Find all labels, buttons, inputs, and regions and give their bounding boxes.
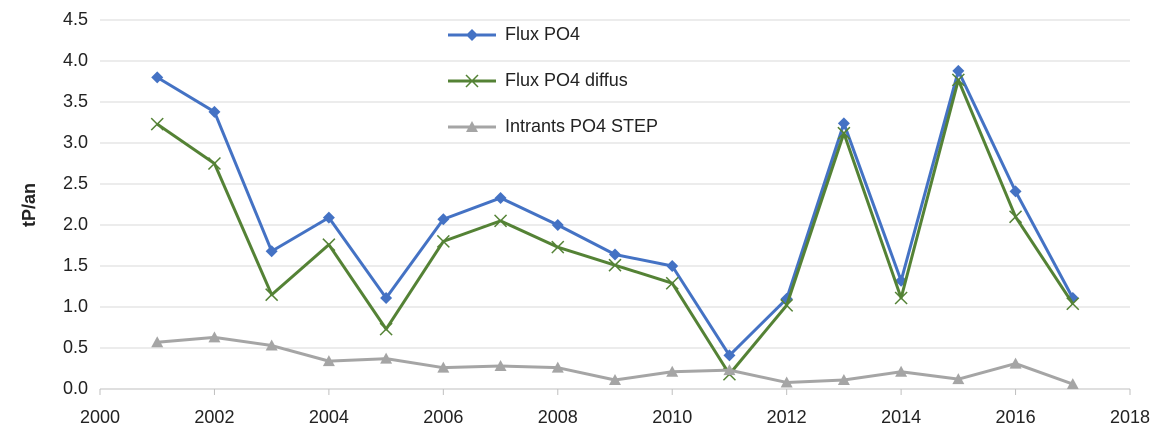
- point-marker: [666, 365, 679, 377]
- y-tick-label: 2.0: [63, 214, 88, 234]
- point-marker: [207, 156, 221, 171]
- point-marker: [609, 248, 621, 261]
- y-tick-label: 4.0: [63, 50, 88, 70]
- point-marker: [665, 276, 679, 290]
- point-marker: [837, 126, 851, 140]
- point-marker: [551, 361, 564, 373]
- x-tick-label: 2012: [767, 407, 807, 427]
- point-marker: [1009, 185, 1022, 198]
- point-marker: [437, 213, 450, 226]
- point-marker: [380, 352, 393, 364]
- point-marker: [609, 373, 621, 385]
- point-marker: [437, 361, 450, 373]
- point-marker: [951, 73, 965, 87]
- point-marker: [837, 117, 850, 130]
- y-tick-label: 0.5: [63, 337, 88, 357]
- y-axis-label: tP/an: [19, 183, 39, 227]
- point-marker: [837, 373, 850, 385]
- point-marker: [666, 260, 679, 272]
- point-marker: [151, 336, 164, 348]
- point-marker: [551, 240, 565, 254]
- point-marker: [379, 322, 393, 336]
- point-marker: [780, 298, 794, 312]
- legend-label: Flux PO4 diffus: [505, 70, 628, 90]
- x-tick-label: 2016: [996, 407, 1036, 427]
- y-tick-label: 1.0: [63, 296, 88, 316]
- legend-marker: [466, 121, 478, 132]
- point-marker: [551, 219, 564, 231]
- point-marker: [494, 214, 508, 228]
- point-marker: [151, 71, 164, 84]
- point-marker: [494, 191, 507, 204]
- point-marker: [436, 234, 450, 248]
- legend-label: Flux PO4: [505, 24, 580, 44]
- point-marker: [208, 105, 221, 118]
- point-marker: [322, 211, 335, 224]
- x-tick-label: 2002: [194, 407, 234, 427]
- point-marker: [322, 355, 335, 367]
- legend-marker: [465, 74, 479, 88]
- x-tick-label: 2018: [1110, 407, 1150, 427]
- y-tick-label: 2.5: [63, 173, 88, 193]
- point-marker: [952, 373, 965, 385]
- legend-marker: [466, 29, 478, 41]
- x-tick-label: 2006: [423, 407, 463, 427]
- x-tick-label: 2010: [652, 407, 692, 427]
- point-marker: [494, 360, 507, 372]
- point-marker: [1066, 297, 1080, 311]
- y-tick-label: 3.5: [63, 91, 88, 111]
- y-tick-label: 1.5: [63, 255, 88, 275]
- point-marker: [1009, 210, 1023, 224]
- x-tick-label: 2000: [80, 407, 120, 427]
- point-marker: [952, 64, 965, 77]
- point-marker: [265, 339, 278, 351]
- point-marker: [1009, 357, 1022, 369]
- y-tick-label: 4.5: [63, 9, 88, 29]
- x-tick-label: 2008: [538, 407, 578, 427]
- point-marker: [265, 288, 279, 302]
- point-marker: [208, 331, 221, 343]
- point-marker: [895, 365, 908, 377]
- x-tick-label: 2004: [309, 407, 349, 427]
- point-marker: [265, 245, 278, 258]
- point-marker: [322, 238, 336, 252]
- y-tick-label: 0.0: [63, 378, 88, 398]
- legend-label: Intrants PO4 STEP: [505, 116, 658, 136]
- point-marker: [894, 291, 908, 305]
- point-marker: [780, 376, 793, 388]
- y-tick-label: 3.0: [63, 132, 88, 152]
- point-marker: [150, 117, 164, 131]
- series-line: [156, 69, 1075, 357]
- point-marker: [723, 364, 736, 376]
- x-tick-label: 2014: [881, 407, 921, 427]
- point-marker: [380, 291, 393, 304]
- point-marker: [723, 349, 736, 362]
- point-marker: [1066, 378, 1079, 390]
- point-marker: [608, 258, 622, 272]
